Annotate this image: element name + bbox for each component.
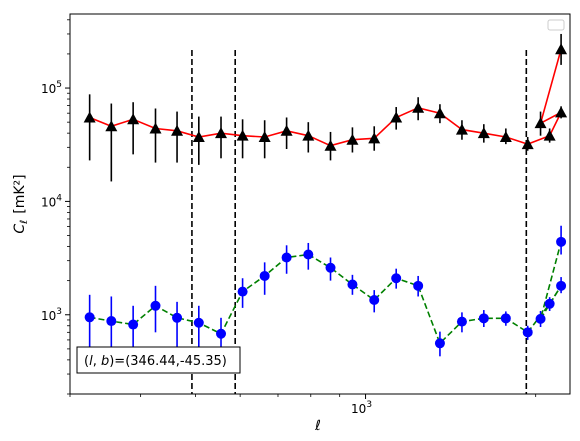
- series-1-point-12: [347, 279, 358, 290]
- series-0-point-4: [171, 124, 184, 136]
- series-1-point-15: [413, 280, 424, 291]
- series-0-point-11: [324, 139, 337, 151]
- series-0-line: [89, 48, 563, 147]
- series-0-point-16: [433, 107, 446, 119]
- plot-frame: [69, 13, 571, 395]
- x-tick-label-0: 103: [351, 400, 372, 416]
- series-1-point-10: [303, 249, 314, 260]
- series-0-point-14: [390, 111, 403, 123]
- series-1-point-11: [325, 262, 336, 273]
- series-0-point-1: [105, 120, 118, 132]
- series-1-point-18: [478, 313, 489, 324]
- annotation-box: [76, 346, 241, 374]
- svg-text:Cℓ[mK²]: Cℓ[mK²]: [12, 174, 30, 233]
- y-tick-label-0: 103: [41, 307, 62, 323]
- series-0-point-15: [412, 101, 425, 113]
- series-1-point-21: [544, 298, 555, 309]
- x-axis-label: ℓ: [314, 418, 321, 434]
- series-1-point-5: [193, 317, 204, 328]
- series-0-point-7: [236, 129, 249, 141]
- series-1-point-13: [369, 294, 380, 305]
- series-1-point-14: [391, 273, 402, 284]
- chart-axes: 103 104 105 103: [41, 19, 537, 416]
- series-0-point-6: [215, 127, 228, 139]
- series-1-point-6: [216, 328, 227, 339]
- series-1-point-20: [522, 327, 533, 338]
- series-1-point-4: [172, 312, 183, 323]
- series-1-point-7: [237, 286, 248, 297]
- series-0-point-0: [83, 111, 96, 123]
- series-1-point-9: [281, 252, 292, 263]
- series-1-line: [89, 241, 562, 345]
- y-tick-label-2: 105: [41, 80, 62, 96]
- series-1-point-0: [84, 312, 95, 323]
- series-0-point-5: [192, 130, 205, 142]
- y-tick-label-1: 104: [41, 193, 62, 209]
- series-0-point-23: [534, 117, 547, 129]
- coordinate-annotation: (l, b)=(346.44,-45.35): [76, 346, 241, 374]
- chart-marks: [83, 33, 568, 394]
- series-1-point-24: [556, 236, 567, 247]
- series-1-point-17: [456, 316, 467, 327]
- series-1-point-19: [500, 313, 511, 324]
- legend-frame: [547, 19, 565, 31]
- series-0-point-22: [555, 106, 568, 118]
- series-1-point-1: [106, 316, 117, 327]
- series-0-point-2: [127, 113, 140, 125]
- y-axis-label: Cℓ[mK²]: [12, 174, 30, 233]
- annotation-text: (l, b)=(346.44,-45.35): [84, 354, 227, 369]
- series-0-point-24: [555, 43, 568, 55]
- series-0-point-10: [302, 129, 315, 141]
- series-0-point-9: [280, 124, 293, 136]
- series-0-point-3: [149, 122, 162, 134]
- series-1-point-3: [150, 300, 161, 311]
- series-1-point-23: [535, 313, 546, 324]
- series-0-point-8: [258, 130, 271, 142]
- series-0-point-13: [368, 132, 381, 144]
- series-0-point-12: [346, 133, 359, 145]
- series-1-point-22: [556, 280, 567, 291]
- series-1-point-2: [128, 319, 139, 330]
- series-0-point-18: [477, 127, 490, 139]
- series-0-point-17: [455, 123, 468, 135]
- series-0-point-19: [499, 130, 512, 142]
- series-0-point-20: [521, 138, 534, 150]
- series-1-point-16: [434, 338, 445, 349]
- series-1-point-8: [259, 270, 270, 281]
- legend-box: [547, 19, 565, 31]
- series-0-point-21: [543, 129, 556, 141]
